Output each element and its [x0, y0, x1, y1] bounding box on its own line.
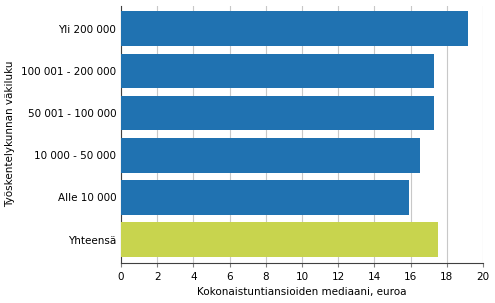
Bar [121, 54, 434, 88]
Y-axis label: Työskentelykunnan väkiluku: Työskentelykunnan väkiluku [5, 61, 15, 208]
Bar [121, 12, 468, 46]
Bar [121, 222, 438, 257]
X-axis label: Kokonaistuntiansioiden mediaani, euroa: Kokonaistuntiansioiden mediaani, euroa [197, 288, 407, 298]
Bar [121, 96, 434, 130]
Bar [121, 180, 409, 215]
Bar [121, 138, 420, 173]
